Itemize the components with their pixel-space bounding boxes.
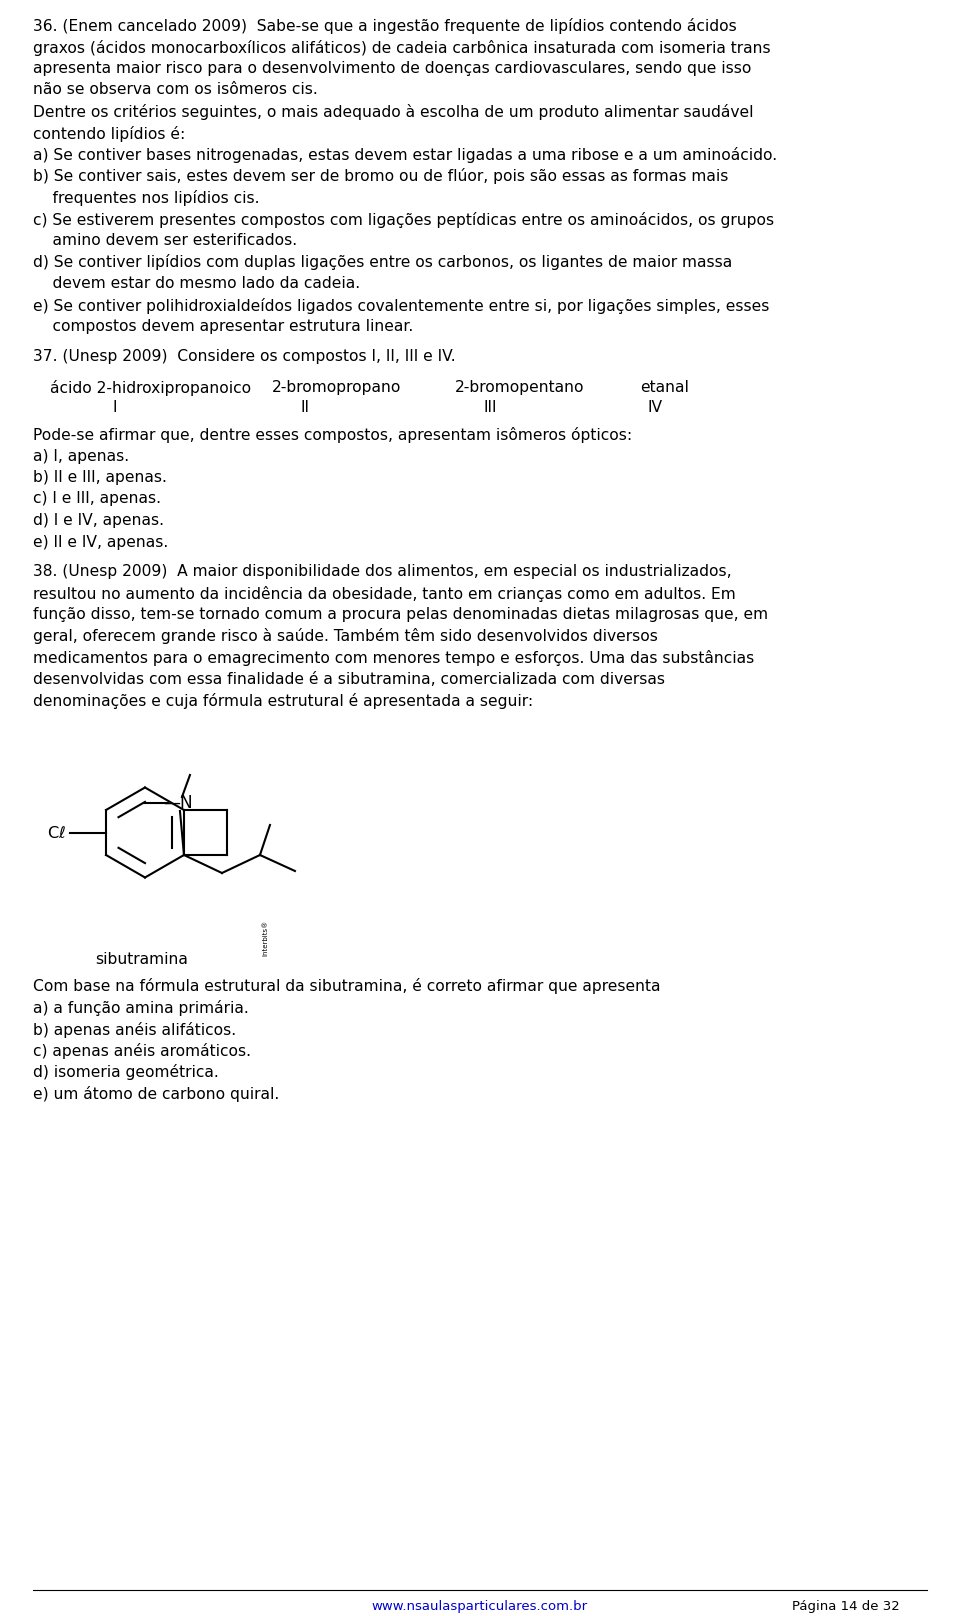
Text: 38. (Unesp 2009)  A maior disponibilidade dos alimentos, em especial os industri: 38. (Unesp 2009) A maior disponibilidade…	[33, 564, 732, 579]
Text: d) I e IV, apenas.: d) I e IV, apenas.	[33, 512, 164, 528]
Text: a) Se contiver bases nitrogenadas, estas devem estar ligadas a uma ribose e a um: a) Se contiver bases nitrogenadas, estas…	[33, 147, 778, 163]
Text: Página 14 de 32: Página 14 de 32	[792, 1600, 900, 1613]
Text: devem estar do mesmo lado da cadeia.: devem estar do mesmo lado da cadeia.	[33, 276, 360, 291]
Text: C$\ell$: C$\ell$	[47, 824, 66, 840]
Text: b) Se contiver sais, estes devem ser de bromo ou de flúor, pois são essas as for: b) Se contiver sais, estes devem ser de …	[33, 168, 729, 184]
Text: c) apenas anéis aromáticos.: c) apenas anéis aromáticos.	[33, 1042, 251, 1058]
Text: função disso, tem-se tornado comum a procura pelas denominadas dietas milagrosas: função disso, tem-se tornado comum a pro…	[33, 608, 768, 622]
Text: apresenta maior risco para o desenvolvimento de doenças cardiovasculares, sendo : apresenta maior risco para o desenvolvim…	[33, 61, 752, 76]
Text: medicamentos para o emagrecimento com menores tempo e esforços. Uma das substânc: medicamentos para o emagrecimento com me…	[33, 650, 755, 666]
Text: Interbits®: Interbits®	[262, 920, 268, 955]
Text: 2-bromopentano: 2-bromopentano	[455, 380, 585, 394]
Text: c) Se estiverem presentes compostos com ligações peptídicas entre os aminoácidos: c) Se estiverem presentes compostos com …	[33, 212, 774, 228]
Text: 2-bromopropano: 2-bromopropano	[272, 380, 401, 394]
Text: resultou no aumento da incidência da obesidade, tanto em crianças como em adulto: resultou no aumento da incidência da obe…	[33, 585, 735, 601]
Text: amino devem ser esterificados.: amino devem ser esterificados.	[33, 233, 298, 247]
Text: e) II e IV, apenas.: e) II e IV, apenas.	[33, 535, 168, 549]
Text: 37. (Unesp 2009)  Considere os compostos I, II, III e IV.: 37. (Unesp 2009) Considere os compostos …	[33, 349, 456, 364]
Text: e) Se contiver polihidroxialdeídos ligados covalentemente entre si, por ligações: e) Se contiver polihidroxialdeídos ligad…	[33, 297, 769, 314]
Text: compostos devem apresentar estrutura linear.: compostos devem apresentar estrutura lin…	[33, 318, 413, 335]
Text: a) I, apenas.: a) I, apenas.	[33, 449, 130, 464]
Text: b) apenas anéis alifáticos.: b) apenas anéis alifáticos.	[33, 1021, 236, 1037]
Text: IV: IV	[647, 399, 662, 414]
Text: a) a função amina primária.: a) a função amina primária.	[33, 1000, 249, 1016]
Text: I: I	[112, 399, 117, 414]
Text: geral, oferecem grande risco à saúde. Também têm sido desenvolvidos diversos: geral, oferecem grande risco à saúde. Ta…	[33, 629, 658, 645]
Text: b) II e III, apenas.: b) II e III, apenas.	[33, 470, 167, 485]
Text: c) I e III, apenas.: c) I e III, apenas.	[33, 491, 161, 506]
Text: desenvolvidas com essa finalidade é a sibutramina, comercializada com diversas: desenvolvidas com essa finalidade é a si…	[33, 672, 665, 687]
Text: 36. (Enem cancelado 2009)  Sabe-se que a ingestão frequente de lipídios contendo: 36. (Enem cancelado 2009) Sabe-se que a …	[33, 18, 736, 34]
Text: etanal: etanal	[640, 380, 689, 394]
Text: graxos (ácidos monocarboxílicos alifáticos) de cadeia carbônica insaturada com i: graxos (ácidos monocarboxílicos alifátic…	[33, 39, 771, 55]
Text: não se observa com os isômeros cis.: não se observa com os isômeros cis.	[33, 82, 318, 97]
Text: Dentre os critérios seguintes, o mais adequado à escolha de um produto alimentar: Dentre os critérios seguintes, o mais ad…	[33, 103, 754, 120]
Text: d) Se contiver lipídios com duplas ligações entre os carbonos, os ligantes de ma: d) Se contiver lipídios com duplas ligaç…	[33, 254, 732, 270]
Text: II: II	[300, 399, 309, 414]
Text: contendo lipídios é:: contendo lipídios é:	[33, 126, 185, 142]
Text: d) isomeria geométrica.: d) isomeria geométrica.	[33, 1065, 219, 1081]
Text: Pode-se afirmar que, dentre esses compostos, apresentam isômeros ópticos:: Pode-se afirmar que, dentre esses compos…	[33, 427, 632, 443]
Text: ácido 2-hidroxipropanoico: ácido 2-hidroxipropanoico	[50, 380, 252, 396]
Text: III: III	[483, 399, 496, 414]
Text: frequentes nos lipídios cis.: frequentes nos lipídios cis.	[33, 191, 259, 205]
Text: denominações e cuja fórmula estrutural é apresentada a seguir:: denominações e cuja fórmula estrutural é…	[33, 693, 533, 709]
Text: e) um átomo de carbono quiral.: e) um átomo de carbono quiral.	[33, 1086, 279, 1102]
Text: Com base na fórmula estrutural da sibutramina, é correto afirmar que apresenta: Com base na fórmula estrutural da sibutr…	[33, 979, 660, 994]
Text: www.nsaulasparticulares.com.br: www.nsaulasparticulares.com.br	[372, 1600, 588, 1613]
Text: sibutramina: sibutramina	[95, 952, 188, 968]
Text: —N: —N	[163, 793, 193, 811]
